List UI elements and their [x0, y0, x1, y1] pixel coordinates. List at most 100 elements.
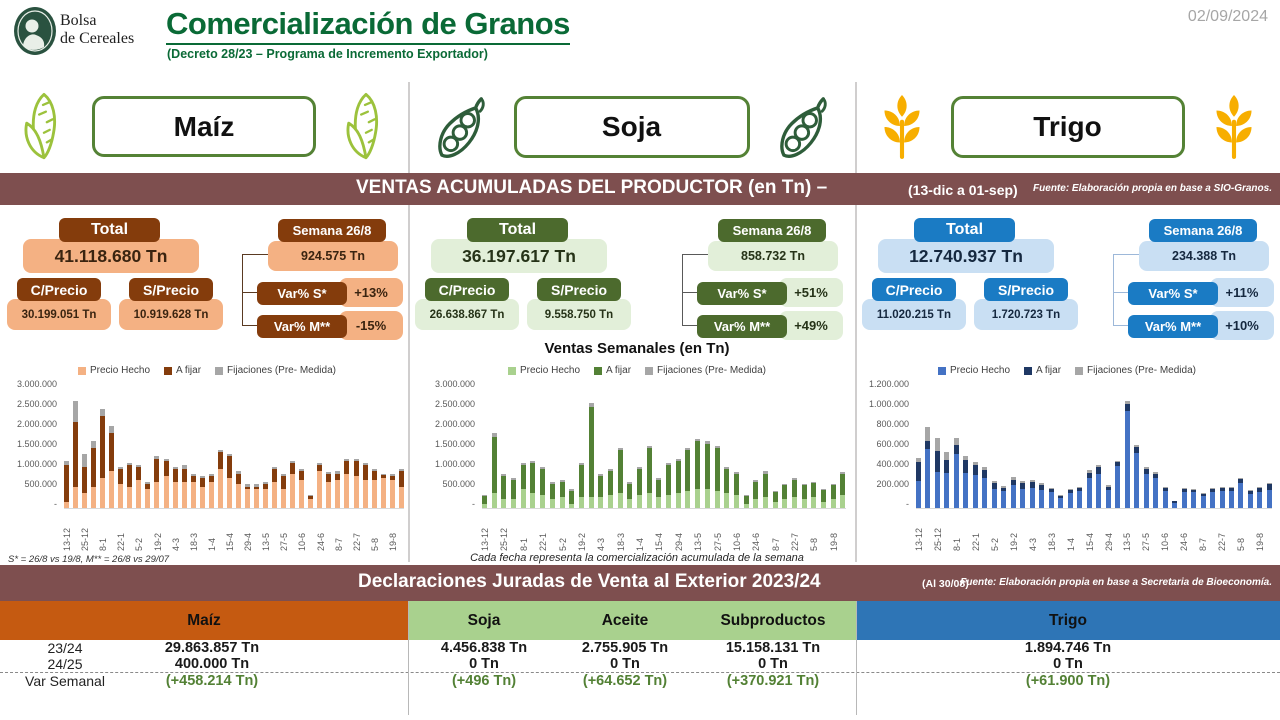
- bar-segment: [646, 447, 652, 493]
- stacked-bar: [695, 439, 701, 508]
- x-tick: 18-3: [1046, 532, 1057, 551]
- bar-segment: [549, 484, 555, 500]
- stacked-bar: [1077, 486, 1083, 508]
- bar-segment: [782, 485, 788, 500]
- x-tick-slot: 8-1: [98, 509, 108, 551]
- bar-segment: [1029, 480, 1035, 483]
- bar-segment: [226, 477, 232, 508]
- bar-segment: [762, 473, 768, 498]
- legend-swatch-icon: [164, 366, 173, 375]
- bar-segment: [934, 438, 940, 452]
- y-axis-labels: 3.000.000 2.500.000 2.000.000 1.500.000 1.00…: [8, 379, 62, 509]
- x-tick-slot: 18-3: [1047, 509, 1057, 551]
- stacked-bar: [235, 471, 241, 508]
- x-tick-slot: [199, 509, 207, 551]
- x-tick-slot: [742, 509, 751, 551]
- bar-segment: [371, 469, 377, 472]
- stacked-bar: [1266, 483, 1272, 508]
- cprecio-value: 11.020.215 Tn: [862, 299, 966, 330]
- var-m-value: +49%: [779, 311, 843, 340]
- row-label: Var Semanal: [25, 673, 105, 689]
- bar-segment: [317, 464, 323, 472]
- bar-segment: [1228, 490, 1234, 508]
- bar-segment: [916, 457, 921, 462]
- bar-segment: [64, 501, 69, 508]
- stacked-bar: [91, 441, 97, 508]
- stacked-bar: [743, 495, 749, 508]
- bar-segment: [1200, 496, 1206, 508]
- x-tick-slot: [703, 509, 712, 551]
- x-tick-slot: 15-4: [1085, 509, 1095, 551]
- bar-segment: [1210, 487, 1216, 489]
- stacked-bar: [398, 469, 404, 508]
- stacked-bar: [607, 469, 613, 508]
- x-tick-slot: [1189, 509, 1198, 551]
- bar-segment: [1048, 488, 1054, 492]
- stacked-bar: [136, 465, 142, 508]
- x-tick: 18-3: [615, 532, 626, 551]
- table-header-maiz: Maíz: [0, 601, 408, 640]
- x-tick-slot: 5-2: [990, 509, 1000, 551]
- bar-segment: [290, 462, 296, 474]
- bar-segment: [588, 406, 594, 498]
- bar-segment: [1105, 486, 1111, 490]
- table-value: (+61.900 Tn): [1025, 673, 1111, 689]
- bar-segment: [82, 467, 88, 493]
- bar-segment: [91, 441, 97, 448]
- bar-segment: [501, 499, 507, 508]
- x-tick: 5-8: [1236, 537, 1247, 551]
- stacked-bar: [1143, 467, 1149, 508]
- bar-segment: [109, 471, 115, 508]
- stacked-bar: [371, 469, 377, 508]
- x-tick: 29-4: [243, 532, 254, 551]
- bar-segment: [1039, 485, 1045, 490]
- stacked-bar: [830, 484, 836, 508]
- crop-label-soja: Soja: [513, 95, 750, 158]
- stacked-bar: [811, 482, 817, 508]
- bar-segment: [362, 480, 368, 508]
- bar-segment: [1048, 491, 1054, 508]
- legend-swatch-icon: [645, 366, 654, 375]
- bar-segment: [963, 459, 969, 473]
- x-tick-slot: [398, 509, 406, 551]
- bar-segment: [1238, 479, 1244, 484]
- y-tick: 2.000.000: [16, 419, 57, 429]
- chart-maiz: Precio Hecho A fijar Fijaciones (Pre- Medi…: [8, 362, 406, 565]
- y-tick: 1.500.000: [434, 439, 475, 449]
- bar-segment: [675, 492, 681, 508]
- semana-value: 924.575 Tn: [268, 241, 398, 271]
- bar-segment: [1029, 487, 1035, 508]
- page-subtitle: (Decreto 28/23 – Programa de Incremento …: [167, 47, 488, 61]
- table-header-trigo: Trigo: [856, 601, 1280, 640]
- bar-segment: [1181, 491, 1187, 508]
- bar-segment: [1200, 493, 1206, 495]
- dashed-separator: [0, 672, 1280, 673]
- bar-segment: [335, 480, 341, 508]
- bar-segment: [821, 501, 827, 508]
- x-tick-slot: [253, 509, 261, 551]
- stacked-bar: [646, 445, 652, 508]
- bar-segment: [308, 495, 314, 497]
- bar-segment: [685, 490, 691, 508]
- y-tick: 400.000: [876, 459, 909, 469]
- y-axis-labels: 3.000.000 2.500.000 2.000.000 1.500.000 1.00…: [426, 379, 480, 509]
- x-tick-slot: [645, 509, 654, 551]
- bar-segment: [371, 471, 377, 480]
- bar-segment: [1096, 467, 1102, 474]
- bar-segment: [925, 448, 931, 508]
- x-tick-slot: [1246, 509, 1255, 551]
- bar-segment: [145, 484, 151, 489]
- bar-segment: [695, 441, 701, 489]
- bar-segment: [335, 473, 341, 480]
- x-tick-slot: [568, 509, 577, 551]
- bar-segment: [944, 459, 950, 473]
- bar-segment: [263, 482, 269, 485]
- x-tick-slot: 24-6: [1179, 509, 1189, 551]
- bar-segment: [982, 477, 988, 508]
- table-value: (+496 Tn): [451, 673, 517, 689]
- x-tick-slot: [307, 509, 315, 551]
- x-tick-slot: 19-8: [1255, 509, 1265, 551]
- x-tick-slot: 15-4: [225, 509, 235, 551]
- bar-segment: [704, 441, 710, 444]
- x-tick-slot: 19-2: [153, 509, 163, 551]
